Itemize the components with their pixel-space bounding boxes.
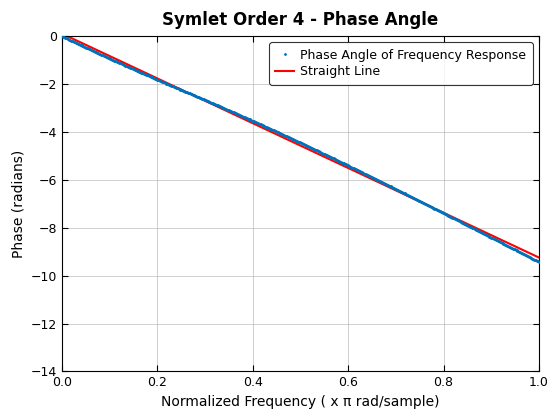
Phase Angle of Frequency Response: [484, 233, 491, 238]
Phase Angle of Frequency Response: [127, 65, 133, 70]
Phase Angle of Frequency Response: [68, 38, 74, 43]
Straight Line: [535, 255, 542, 260]
Straight Line: [127, 63, 133, 68]
Y-axis label: Phase (radians): Phase (radians): [11, 150, 25, 258]
Straight Line: [68, 35, 74, 40]
Straight Line: [449, 214, 455, 219]
Straight Line: [59, 31, 66, 36]
Straight Line: [484, 231, 491, 236]
Phase Angle of Frequency Response: [269, 127, 276, 132]
Line: Phase Angle of Frequency Response: Phase Angle of Frequency Response: [60, 35, 540, 263]
X-axis label: Normalized Frequency ( x π rad/sample): Normalized Frequency ( x π rad/sample): [161, 395, 440, 409]
Legend: Phase Angle of Frequency Response, Straight Line: Phase Angle of Frequency Response, Strai…: [269, 42, 533, 85]
Phase Angle of Frequency Response: [535, 260, 542, 265]
Phase Angle of Frequency Response: [59, 34, 66, 39]
Title: Symlet Order 4 - Phase Angle: Symlet Order 4 - Phase Angle: [162, 11, 438, 29]
Phase Angle of Frequency Response: [217, 104, 224, 109]
Line: Straight Line: Straight Line: [62, 34, 539, 257]
Straight Line: [269, 130, 276, 135]
Straight Line: [217, 105, 224, 110]
Phase Angle of Frequency Response: [449, 215, 455, 220]
